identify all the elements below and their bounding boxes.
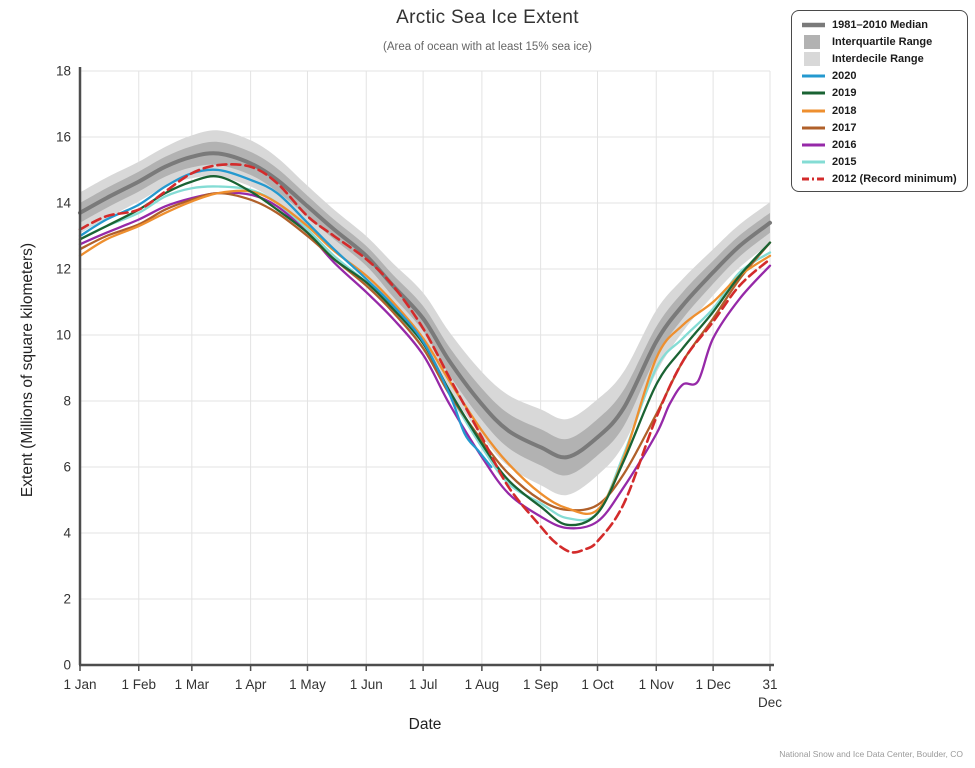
chart-title: Arctic Sea Ice Extent — [396, 7, 579, 28]
legend-item-2020[interactable]: 2020 — [800, 68, 961, 85]
x-tick-label: 1 Sep — [523, 677, 558, 692]
legend-label: Interdecile Range — [832, 52, 924, 65]
y-tick-label: 10 — [56, 328, 71, 343]
line-swatch-icon — [802, 160, 825, 164]
interquartile-range-band — [80, 141, 770, 476]
line-swatch-icon — [802, 91, 825, 95]
median-line[interactable] — [78, 151, 772, 460]
legend-item-2019[interactable]: 2019 — [800, 85, 961, 102]
chart-subtitle: (Area of ocean with at least 15% sea ice… — [382, 41, 593, 53]
line-swatch-icon — [802, 177, 825, 181]
legend-label: 2020 — [832, 70, 857, 83]
legend-item-2018[interactable]: 2018 — [800, 102, 961, 119]
legend-label: 1981–2010 Median — [832, 18, 929, 31]
y-tick-label: 18 — [56, 64, 71, 79]
line-swatch-icon — [802, 22, 825, 27]
y-tick-label: 2 — [63, 592, 71, 607]
legend-item-2017[interactable]: 2017 — [800, 119, 961, 136]
x-tick-label: 31 — [762, 677, 777, 692]
x-tick-label: 1 Jun — [350, 677, 383, 692]
x-tick-label: 1 Jul — [409, 677, 438, 692]
series-line-2015[interactable] — [78, 185, 772, 522]
x-tick-label-line2: Dec — [758, 695, 782, 710]
x-tick-label: 1 Aug — [465, 677, 500, 692]
y-tick-label: 12 — [56, 262, 71, 277]
x-tick-label: 1 Apr — [235, 677, 267, 692]
legend-item-2016[interactable]: 2016 — [800, 136, 961, 153]
legend-item-interquartile-range[interactable]: Interquartile Range — [800, 33, 961, 50]
legend-label: 2012 (Record minimum) — [832, 173, 957, 186]
x-tick-label: 1 Dec — [695, 677, 731, 692]
x-tick-label: 1 Nov — [639, 677, 675, 692]
x-tick-label: 1 Jan — [63, 677, 96, 692]
range-swatch-icon — [804, 34, 820, 49]
x-tick-label: 1 Feb — [121, 677, 156, 692]
line-swatch-icon — [802, 74, 825, 78]
legend-label: 2016 — [832, 138, 857, 151]
x-axis-title: Date — [408, 716, 442, 733]
series-line-2012[interactable] — [78, 163, 772, 554]
legend-label: Interquartile Range — [832, 35, 933, 48]
range-swatch-icon — [804, 51, 820, 66]
legend-label: 2015 — [832, 156, 857, 169]
y-tick-label: 0 — [63, 658, 71, 673]
x-tick-label: 1 May — [289, 677, 326, 692]
legend-item-2012-record-minimum[interactable]: 2012 (Record minimum) — [800, 171, 961, 188]
y-axis-title: Extent (Millions of square kilometers) — [19, 242, 36, 498]
legend-label: 2019 — [832, 87, 857, 100]
line-swatch-icon — [802, 109, 825, 113]
legend-label: 2017 — [832, 121, 857, 134]
y-tick-label: 16 — [56, 130, 71, 145]
y-tick-label: 14 — [56, 196, 72, 211]
y-tick-label: 4 — [63, 526, 71, 541]
x-tick-label: 1 Mar — [175, 677, 210, 692]
y-tick-label: 8 — [63, 394, 71, 409]
legend: 1981–2010 Median Interquartile Range Inter… — [791, 10, 968, 192]
line-swatch-icon — [802, 126, 825, 130]
legend-item-interdecile-range[interactable]: Interdecile Range — [800, 50, 961, 67]
x-tick-label: 1 Oct — [581, 677, 614, 692]
legend-item-2015[interactable]: 2015 — [800, 154, 961, 171]
y-tick-label: 6 — [63, 460, 71, 475]
legend-item-1981-2010-median[interactable]: 1981–2010 Median — [800, 16, 961, 33]
series-line-2018[interactable] — [78, 189, 772, 515]
series-line-2016[interactable] — [78, 191, 772, 530]
data-source-credit: National Snow and Ice Data Center, Bould… — [779, 749, 963, 759]
line-swatch-icon — [802, 143, 825, 147]
series-line-2020[interactable] — [78, 168, 493, 469]
legend-label: 2018 — [832, 104, 857, 117]
